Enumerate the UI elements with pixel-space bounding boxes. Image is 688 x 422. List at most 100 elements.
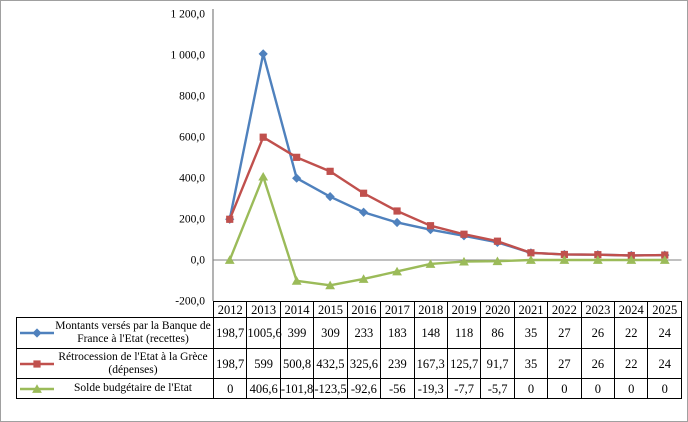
value-cell: 198,7 (212, 317, 248, 349)
value-cell: 167,3 (413, 348, 448, 379)
year-header-row: 2012 2013 2014 2015 2016 2017 2018 2019 2020 2021… (17, 301, 682, 318)
value-cell: 26 (580, 317, 616, 349)
square-marker (661, 251, 669, 259)
year-header-cell: 2013 (246, 301, 281, 318)
y-axis-tick-label: 400,0 (179, 173, 205, 185)
square-marker (359, 189, 368, 197)
value-cell: 91,7 (480, 348, 515, 379)
y-axis-tick-label: 200,0 (179, 214, 205, 226)
value-cell: 27 (547, 317, 582, 349)
legend-cell-1: Rétrocession de l'Etat à la Grèce (dépen… (16, 348, 214, 379)
value-cell: 24 (647, 348, 682, 379)
square-marker (326, 167, 334, 175)
triangle-marker (392, 266, 402, 276)
value-cell: 500,8 (279, 348, 315, 379)
value-cell: -5,7 (480, 378, 515, 399)
value-cell: 27 (547, 348, 582, 379)
year-header-cell: 2014 (279, 301, 315, 318)
value-cell: -19,3 (413, 378, 448, 399)
value-cell: 24 (647, 317, 682, 349)
triangle-marker (258, 171, 269, 181)
value-cell: 118 (446, 317, 482, 349)
triangle-marker (626, 255, 637, 264)
value-cell: 432,5 (313, 348, 348, 379)
series-line-2 (228, 175, 665, 287)
legend-label: Solde budgétaire de l'Etat (74, 382, 192, 394)
triangle-marker (559, 255, 570, 264)
diamond-marker (559, 249, 569, 260)
value-cell: -56 (380, 378, 415, 399)
triangle-marker (325, 280, 336, 290)
value-cell: -101,8 (279, 378, 315, 399)
legend-entry: Montants versés par la Banque de France … (19, 320, 211, 346)
value-cell: 239 (380, 348, 415, 379)
square-marker (460, 230, 468, 238)
y-axis-tick-label: 800,0 (179, 91, 205, 103)
year-header-cell: 2016 (346, 301, 382, 318)
triangle-marker (492, 256, 503, 266)
value-cell: 35 (513, 348, 549, 379)
diamond-marker (660, 250, 670, 260)
legend-key-triangle-icon (20, 383, 54, 393)
legend-label: Montants versés par la Banque de France … (55, 320, 211, 345)
value-cell: 26 (580, 348, 616, 379)
value-cell: 22 (614, 317, 649, 349)
y-axis-tick-label: 1 000,0 (171, 50, 206, 62)
y-axis-tick-label: 1 200,0 (171, 9, 206, 21)
diamond-marker (526, 248, 536, 258)
value-cell: 0 (547, 378, 582, 399)
triangle-marker (32, 383, 42, 393)
triangle-marker (659, 255, 670, 264)
value-cell: 599 (246, 348, 281, 379)
chart-data-table: 2012 2013 2014 2015 2016 2017 2018 2019 2020 2021… (16, 301, 682, 399)
series-row-1: Rétrocession de l'Etat à la Grèce (dépen… (16, 348, 682, 379)
triangle-marker (526, 255, 536, 264)
value-cell: 22 (614, 348, 649, 379)
triangle-marker (224, 255, 235, 264)
triangle-marker (291, 276, 302, 285)
value-cell: 309 (313, 317, 348, 349)
value-cell: -7,7 (446, 378, 482, 399)
square-marker (293, 153, 301, 161)
legend-key-diamond-icon (20, 328, 54, 338)
value-cell: 125,7 (446, 348, 482, 379)
value-cell: 325,6 (346, 348, 382, 379)
year-header-cell: 2024 (614, 301, 649, 318)
triangle-marker (358, 274, 369, 283)
triangle-marker (592, 255, 603, 264)
value-cell: 406,6 (246, 378, 281, 399)
diamond-marker (392, 217, 402, 228)
diamond-marker (292, 173, 302, 183)
year-header-cell: 2018 (413, 301, 448, 318)
square-marker (527, 249, 535, 257)
diamond-marker (225, 214, 235, 224)
value-cell: 399 (279, 317, 315, 349)
diamond-marker (492, 237, 503, 247)
triangle-marker (425, 259, 436, 268)
year-header-cell: 2020 (480, 301, 515, 318)
value-cell: 35 (513, 317, 549, 349)
year-header-cell: 2021 (513, 301, 549, 318)
diamond-marker (593, 250, 603, 260)
year-header-cell: 2017 (380, 301, 415, 318)
legend-key-square-icon (20, 359, 54, 368)
value-cell: 148 (413, 317, 448, 349)
value-cell: 0 (513, 378, 549, 399)
value-cell: -92,6 (346, 378, 382, 399)
legend-cell-0: Montants versés par la Banque de France … (16, 317, 214, 349)
square-marker (560, 250, 568, 259)
series-line-0 (228, 52, 665, 257)
square-marker (493, 237, 502, 245)
square-marker (627, 251, 635, 260)
diamond-marker (358, 207, 369, 217)
diamond-marker (459, 231, 469, 241)
square-marker (259, 133, 267, 141)
diamond-marker (626, 250, 636, 261)
y-axis-tick-label: 600,0 (179, 132, 205, 144)
square-marker (426, 222, 435, 230)
value-cell: 183 (380, 317, 415, 349)
table-corner-cell (17, 302, 214, 318)
value-cell: 0 (212, 378, 248, 399)
diamond-marker (258, 49, 268, 59)
